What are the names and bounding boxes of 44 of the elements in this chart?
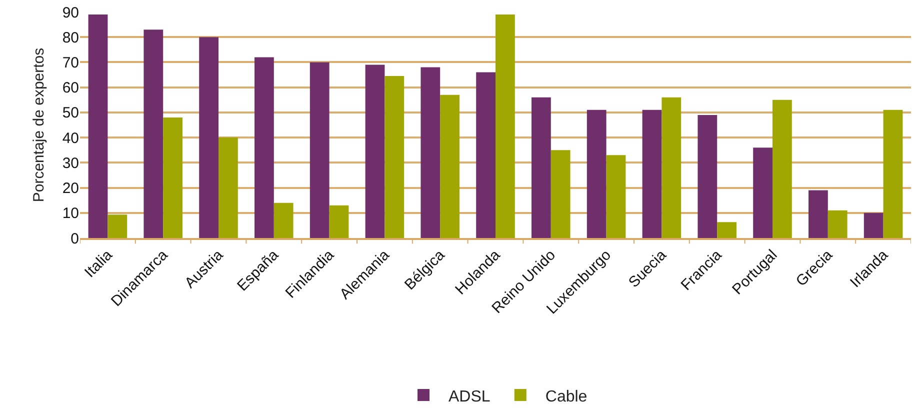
bar <box>274 202 294 238</box>
y-tick-label: 30 <box>62 154 79 172</box>
y-tick-label: 60 <box>62 80 79 97</box>
bar <box>440 94 460 238</box>
bar <box>808 190 828 238</box>
bar <box>218 138 238 238</box>
bar <box>698 114 718 238</box>
legend-label: Cable <box>545 388 588 406</box>
bar <box>420 67 440 238</box>
bar <box>199 37 218 238</box>
bar <box>254 57 274 238</box>
bar <box>828 210 848 238</box>
y-tick-label: 50 <box>62 104 79 122</box>
bar <box>606 155 626 238</box>
y-tick-label: 40 <box>62 130 79 147</box>
y-tick-label: 90 <box>62 4 79 22</box>
y-axis-title: Porcentaje de expertos <box>30 48 48 202</box>
bar <box>384 76 404 238</box>
bar <box>476 72 496 238</box>
bar <box>883 110 903 238</box>
bar <box>662 97 682 238</box>
x-tick-label: Italia <box>81 246 116 282</box>
y-tick-label: 70 <box>62 54 79 72</box>
bar <box>496 14 515 238</box>
bar <box>772 100 792 238</box>
y-tick-label: 10 <box>62 205 79 222</box>
y-tick-label: 20 <box>62 180 79 198</box>
y-tick-label: 80 <box>62 29 79 46</box>
bar <box>550 150 570 238</box>
bar <box>586 110 606 238</box>
bar <box>753 148 772 238</box>
legend-label: ADSL <box>448 388 490 406</box>
bar <box>532 97 551 238</box>
bar <box>864 212 884 238</box>
y-tick-label: 0 <box>70 230 79 248</box>
bar <box>365 64 385 238</box>
bar <box>144 30 164 238</box>
bar <box>642 110 662 238</box>
bar <box>163 117 182 238</box>
bar <box>329 205 349 238</box>
bar <box>108 214 128 238</box>
bar <box>717 222 736 238</box>
bar <box>310 62 330 238</box>
bar <box>88 14 108 238</box>
